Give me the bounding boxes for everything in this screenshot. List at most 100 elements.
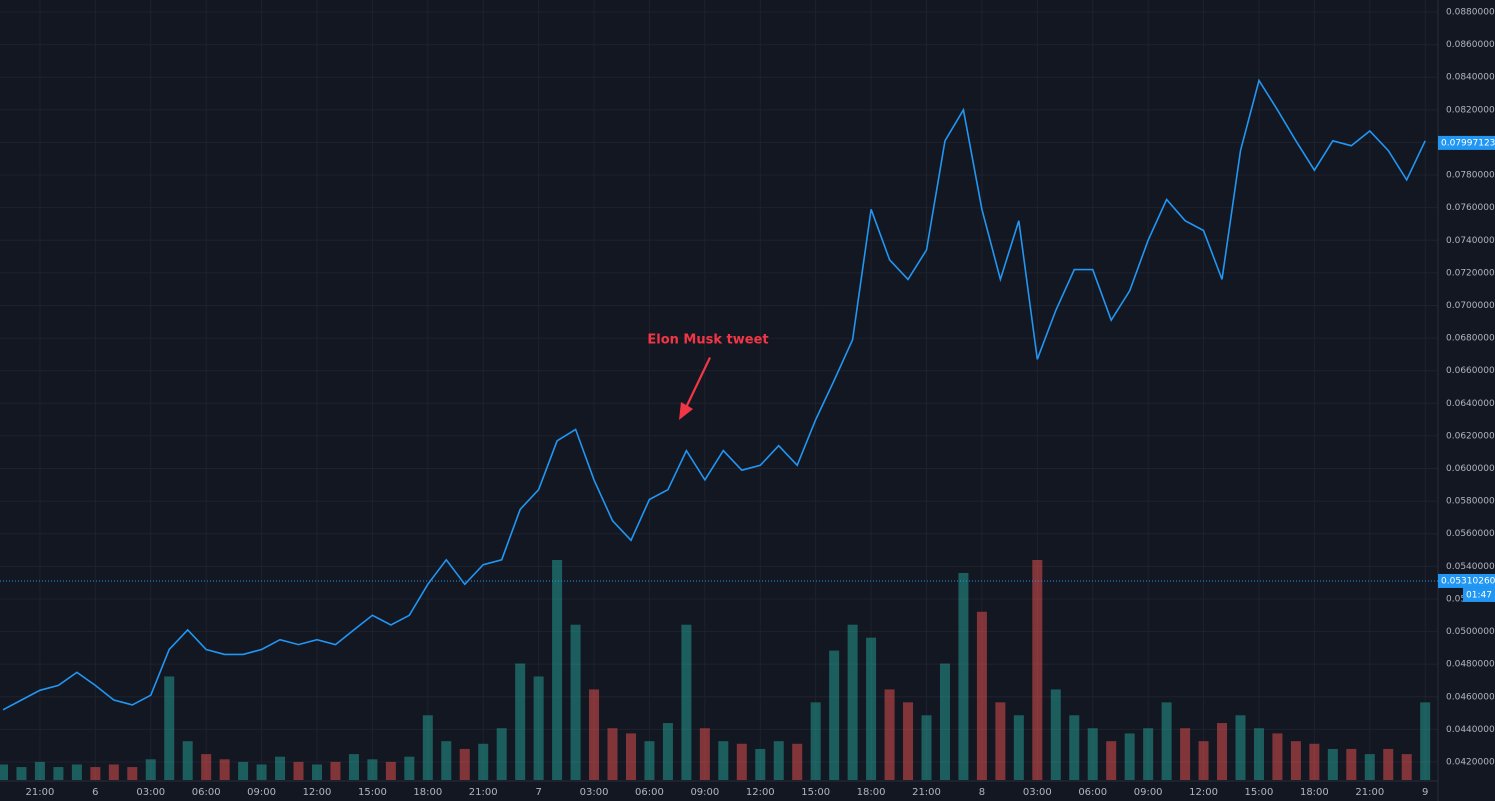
- volume-bar: [1290, 741, 1301, 780]
- volume-bar: [884, 689, 895, 780]
- volume-bar: [90, 767, 101, 780]
- volume-bar: [903, 702, 914, 780]
- x-tick-label: 09:00: [690, 787, 719, 798]
- volume-bar: [681, 624, 692, 780]
- y-tick-label: 0.04800000: [1446, 660, 1495, 670]
- volume-bar: [0, 764, 8, 780]
- grid: [0, 0, 1438, 781]
- volume-bar: [736, 743, 747, 780]
- volume-bar: [718, 741, 729, 780]
- y-tick-label: 0.07400000: [1446, 236, 1495, 246]
- price-line: [2, 78, 1426, 711]
- volume-bar: [995, 702, 1006, 780]
- x-tick-label: 06:00: [635, 787, 664, 798]
- volume-bar: [404, 756, 415, 780]
- volume-bar: [607, 728, 618, 780]
- y-tick-label: 0.04600000: [1446, 692, 1495, 702]
- annotation-arrow: [679, 357, 711, 420]
- y-tick-label: 0.08400000: [1446, 73, 1495, 83]
- countdown-label: 01:47: [1466, 590, 1492, 600]
- volume-bar: [53, 767, 64, 780]
- y-tick-label: 0.08200000: [1446, 105, 1495, 115]
- volume-bar: [330, 761, 341, 780]
- volume-bar: [1050, 689, 1061, 780]
- volume-bar: [1161, 702, 1172, 780]
- x-tick-label: 21:00: [912, 787, 941, 798]
- volume-bar: [1217, 723, 1228, 780]
- y-tick-label: 0.06800000: [1446, 334, 1495, 344]
- volume-layer: [0, 560, 1431, 780]
- volume-bar: [829, 650, 840, 780]
- y-tick-label: 0.05800000: [1446, 497, 1495, 507]
- volume-bar: [847, 624, 858, 780]
- volume-bar: [533, 676, 544, 780]
- volume-bar: [552, 560, 563, 780]
- volume-bar: [1087, 728, 1098, 780]
- volume-bar: [34, 761, 45, 780]
- volume-bar: [773, 741, 784, 780]
- volume-bar: [1106, 741, 1117, 780]
- volume-bar: [755, 748, 766, 780]
- plot: [0, 78, 1438, 711]
- last-price-tag: [1438, 135, 1495, 150]
- last-price-label: 0.07997123: [1441, 138, 1495, 148]
- volume-bar: [164, 676, 175, 780]
- volume-bar: [201, 754, 212, 780]
- y-tick-label: 0.07600000: [1446, 203, 1495, 213]
- volume-bar: [976, 611, 987, 780]
- y-tick-label: 0.07000000: [1446, 301, 1495, 311]
- volume-bar: [478, 743, 489, 780]
- x-tick-label: 03:00: [136, 787, 165, 798]
- x-tick-label: 8: [979, 787, 985, 798]
- x-tick-label: 6: [92, 787, 98, 798]
- x-tick-label: 03:00: [580, 787, 609, 798]
- y-tick-label: 0.06400000: [1446, 399, 1495, 409]
- volume-bar: [1364, 754, 1375, 780]
- x-tick-label: 9: [1422, 787, 1428, 798]
- y-tick-label: 0.08600000: [1446, 40, 1495, 50]
- volume-bar: [1180, 728, 1191, 780]
- volume-bar: [238, 761, 249, 780]
- volume-bar: [422, 715, 433, 780]
- volume-bar: [921, 715, 932, 780]
- volume-bar: [71, 764, 82, 780]
- y-tick-label: 0.05600000: [1446, 529, 1495, 539]
- y-axis: 0.04200000 0.04400000 0.04600000 0.04800000…: [26, 8, 1495, 798]
- volume-bar: [939, 663, 950, 780]
- x-tick-label: 21:00: [26, 787, 55, 798]
- volume-bar: [1198, 741, 1209, 780]
- volume-bar: [441, 741, 452, 780]
- volume-bar: [459, 748, 470, 780]
- volume-bar: [958, 572, 969, 780]
- y-tick-label: 0.05400000: [1446, 562, 1495, 572]
- x-tick-label: 06:00: [192, 787, 221, 798]
- volume-bar: [589, 689, 600, 780]
- x-tick-label: 18:00: [413, 787, 442, 798]
- volume-bar: [385, 761, 396, 780]
- volume-bar: [1272, 733, 1283, 780]
- volume-bar: [1235, 715, 1246, 780]
- x-tick-label: 7: [535, 787, 541, 798]
- volume-bar: [496, 728, 507, 780]
- volume-bar: [108, 764, 119, 780]
- y-tick-label: 0.06600000: [1446, 366, 1495, 376]
- volume-bar: [1013, 715, 1024, 780]
- volume-bar: [1401, 754, 1412, 780]
- volume-bar: [1124, 733, 1135, 780]
- volume-bar: [699, 728, 710, 780]
- x-tick-label: 18:00: [857, 787, 886, 798]
- volume-bar: [182, 741, 193, 780]
- volume-bar: [311, 764, 322, 780]
- y-tick-label: 0.07800000: [1446, 171, 1495, 181]
- volume-bar: [792, 743, 803, 780]
- y-tick-label: 0.05000000: [1446, 627, 1495, 637]
- volume-bar: [866, 637, 877, 780]
- volume-bar: [1346, 748, 1357, 780]
- volume-bar: [662, 723, 673, 780]
- x-tick-label: 15:00: [1245, 787, 1274, 798]
- volume-bar: [1420, 702, 1431, 780]
- volume-bar: [219, 759, 230, 780]
- volume-bar: [1327, 748, 1338, 780]
